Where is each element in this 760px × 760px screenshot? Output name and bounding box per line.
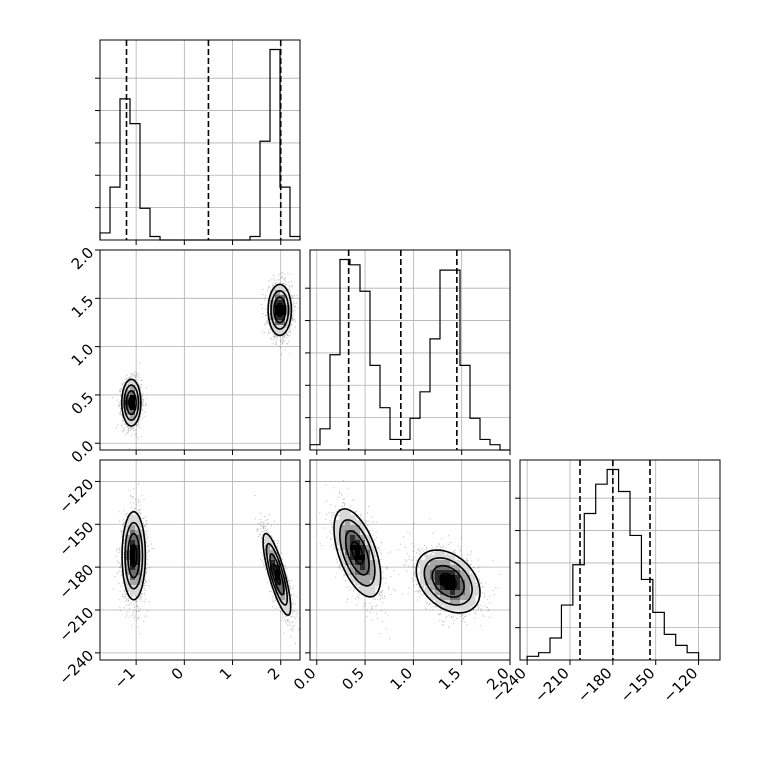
ytick-label-2-3: −150 — [56, 518, 98, 560]
density-1-0-frame — [99, 249, 301, 451]
hist-1-frame — [309, 249, 511, 451]
density-1-0-contour-1-3 — [275, 302, 284, 318]
density-2-1-content — [310, 460, 510, 660]
density-2-0-frame — [99, 459, 301, 661]
density-2-1-contour-0-0 — [333, 508, 382, 598]
density-2-0-contour-0-2 — [127, 532, 141, 579]
xtick-label-1-1: 0.5 — [338, 664, 368, 694]
density-1-0-contour-0-3 — [128, 396, 135, 410]
ytick-label-2-4: −120 — [56, 475, 98, 517]
density-1-0-content — [100, 250, 300, 450]
density-2-1-contour-1-3 — [439, 572, 457, 591]
ytick-label-1-2: 1.0 — [68, 340, 98, 370]
xtick-label-0-0: −1 — [111, 664, 139, 692]
xtick-label-0-3: 2 — [264, 664, 283, 683]
density-2-1-frame — [309, 459, 511, 661]
ytick-label-2-0: −240 — [56, 646, 98, 688]
hist-2-frame — [519, 459, 721, 661]
xtick-label-2-3: −150 — [617, 664, 659, 706]
hist-panel-1 — [305, 249, 511, 451]
ytick-label-2-2: −180 — [56, 561, 98, 603]
xtick-label-2-1: −210 — [531, 664, 573, 706]
density-2-1-contour-0-3 — [350, 541, 364, 565]
density-2-0-content — [100, 460, 300, 660]
density-2-0-contour-1-2 — [269, 553, 285, 596]
xtick-label-2-2: −180 — [574, 664, 616, 706]
hist-0-frame — [99, 39, 301, 241]
xtick-label-0-1: 0 — [168, 664, 187, 683]
ytick-label-1-4: 2.0 — [68, 244, 98, 274]
ytick-label-2-1: −210 — [56, 604, 98, 646]
density-2-1-contour-1-0 — [415, 549, 481, 614]
xtick-label-2-4: −120 — [660, 664, 702, 706]
density-2-1-contour-1-2 — [431, 564, 465, 598]
density-panel-2-1 — [309, 459, 511, 661]
density-2-0-contour-1-1 — [265, 542, 288, 606]
xtick-label-1-3: 1.5 — [435, 664, 465, 694]
ytick-label-1-3: 1.5 — [68, 292, 98, 322]
density-1-0-contour-0-1 — [123, 384, 140, 422]
density-2-1-contour-0-1 — [338, 519, 376, 587]
ytick-label-1-1: 0.5 — [68, 389, 98, 419]
density-1-0-contour-1-0 — [267, 283, 293, 337]
density-1-0-contour-1-1 — [270, 289, 290, 330]
density-2-0-contour-0-3 — [130, 543, 138, 568]
density-panel-2-0 — [99, 459, 301, 661]
hist-1-steps — [309, 258, 510, 451]
density-1-0-contour-0-0 — [121, 378, 142, 427]
density-2-0-contour-1-0 — [262, 532, 292, 616]
xtick-label-1-0: 0.0 — [290, 664, 320, 694]
density-2-0-contour-0-0 — [121, 510, 147, 601]
density-1-0-contour-0-2 — [125, 390, 137, 416]
xtick-label-1-2: 1.0 — [387, 664, 417, 694]
hist-panel-0 — [95, 39, 301, 241]
density-panel-1-0 — [99, 249, 301, 451]
xtick-label-0-2: 1 — [216, 664, 235, 683]
density-2-1-contour-0-2 — [344, 530, 370, 576]
density-1-0-contour-1-2 — [273, 296, 287, 324]
ytick-label-1-0: 0.0 — [68, 437, 98, 467]
density-2-0-contour-0-1 — [124, 521, 144, 590]
density-2-1-contour-1-1 — [423, 557, 473, 606]
hist-panel-2 — [515, 459, 721, 661]
density-2-0-contour-1-3 — [272, 563, 282, 586]
